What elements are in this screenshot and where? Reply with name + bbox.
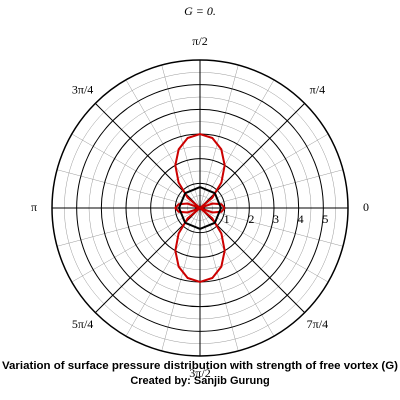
angle-label: π/4 — [310, 82, 325, 96]
angle-label: 3π/4 — [72, 82, 93, 96]
r-tick-label: 5 — [322, 212, 328, 226]
angle-label: 3π/2 — [189, 366, 210, 380]
angle-label: π/2 — [192, 34, 207, 48]
r-tick-label: 1 — [224, 212, 230, 226]
caption: Variation of surface pressure distributi… — [2, 360, 398, 372]
series-line — [174, 132, 226, 284]
r-tick-label: 4 — [298, 212, 304, 226]
angle-label: 7π/4 — [307, 317, 328, 331]
angle-label: 5π/4 — [72, 317, 93, 331]
r-tick-label: 2 — [248, 212, 254, 226]
caption: Created by: Sanjib Gurung — [130, 375, 269, 387]
angle-label: 0 — [363, 200, 369, 214]
series-line — [177, 185, 222, 231]
chart-title: G = 0. — [184, 4, 216, 18]
angle-label: π — [31, 200, 37, 214]
r-tick-label: 3 — [273, 212, 279, 226]
